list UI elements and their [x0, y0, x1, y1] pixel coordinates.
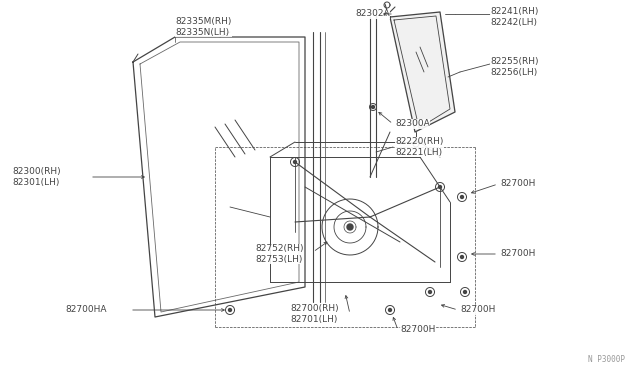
Text: 82700H: 82700H	[400, 326, 435, 334]
Polygon shape	[429, 291, 431, 294]
Text: 82220(RH)
82221(LH): 82220(RH) 82221(LH)	[395, 137, 444, 157]
Polygon shape	[438, 186, 442, 189]
Polygon shape	[371, 106, 374, 109]
Text: 82752(RH)
82753(LH): 82752(RH) 82753(LH)	[255, 244, 303, 264]
Text: 82302A: 82302A	[355, 10, 390, 19]
Polygon shape	[390, 12, 455, 132]
Text: 82700(RH)
82701(LH): 82700(RH) 82701(LH)	[290, 304, 339, 324]
Polygon shape	[388, 308, 392, 311]
Text: 82335M(RH)
82335N(LH): 82335M(RH) 82335N(LH)	[175, 17, 232, 37]
Polygon shape	[294, 160, 296, 164]
Text: 82300A: 82300A	[395, 119, 429, 128]
Text: 82300(RH)
82301(LH): 82300(RH) 82301(LH)	[12, 167, 61, 187]
Polygon shape	[463, 291, 467, 294]
Text: 82700H: 82700H	[500, 250, 536, 259]
Text: 82255(RH)
82256(LH): 82255(RH) 82256(LH)	[490, 57, 538, 77]
Text: N P3000P: N P3000P	[588, 355, 625, 364]
Text: 82700H: 82700H	[460, 305, 495, 314]
Polygon shape	[461, 196, 463, 199]
Text: 82241(RH)
82242(LH): 82241(RH) 82242(LH)	[490, 7, 538, 27]
Polygon shape	[228, 308, 232, 311]
Polygon shape	[347, 224, 353, 230]
Polygon shape	[461, 256, 463, 259]
Text: 82700H: 82700H	[500, 180, 536, 189]
Text: 82700HA: 82700HA	[65, 305, 106, 314]
